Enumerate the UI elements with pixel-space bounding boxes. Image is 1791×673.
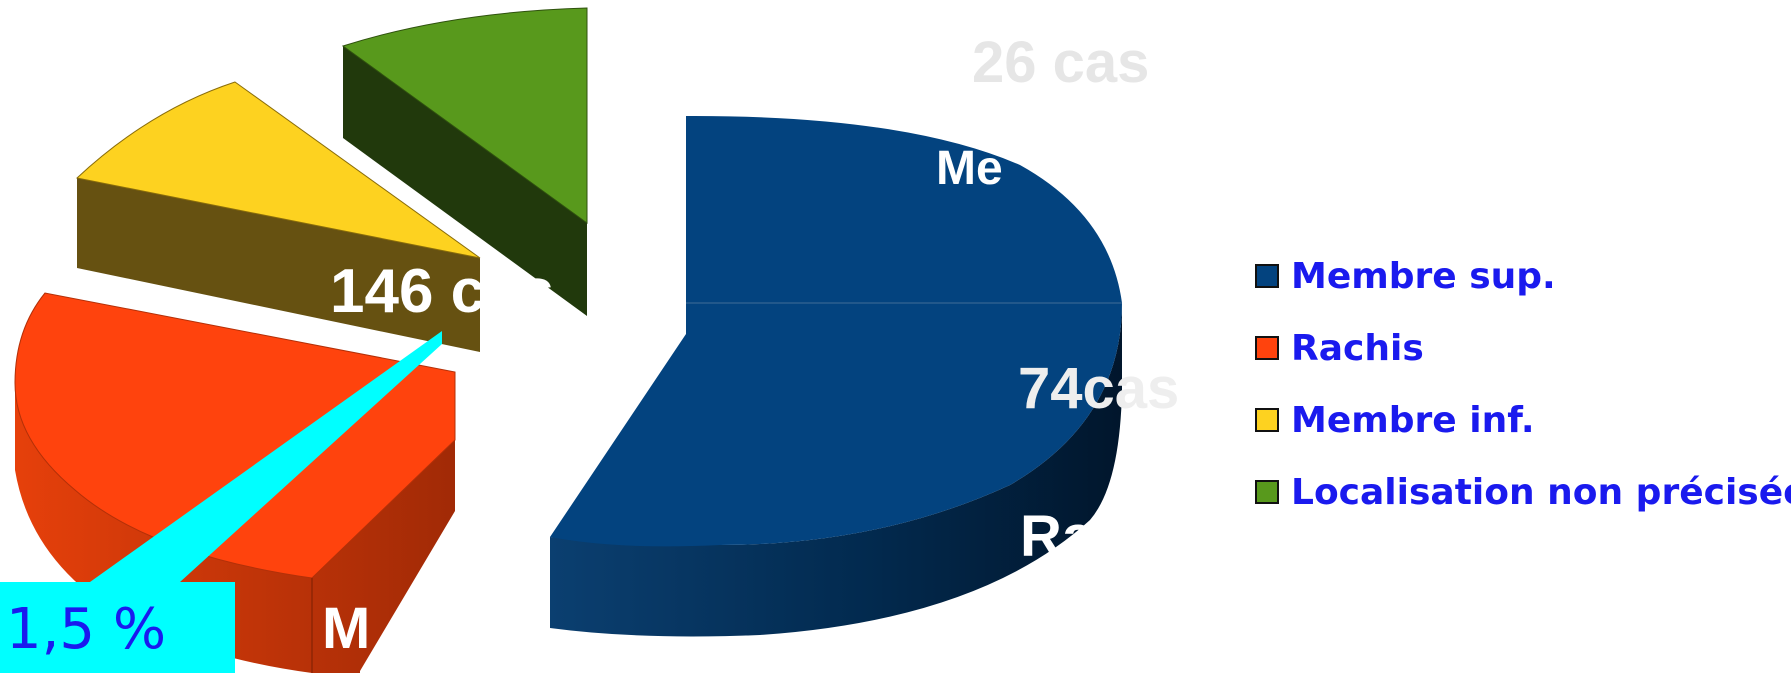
legend-swatch-rachis [1255,336,1279,360]
callout-text: 1,5 % [6,597,167,662]
data-label-membre-sup: 146 cas [330,257,554,326]
slice-membre-inf-top [75,81,481,259]
callout-box [0,582,235,673]
legend-swatch-membre-inf [1255,408,1279,432]
legend-label-membre-inf: Membre inf. [1291,400,1535,441]
legend-label-localisation: Localisation non précisée [1291,472,1791,513]
data-label-membre-inf: 26 cas [972,30,1149,95]
slice-localisation-side [343,46,587,316]
slice-rachis-top [14,292,456,579]
pie-slice-membre-inf [75,81,481,352]
partial-label-red: M [322,596,370,661]
slice-membre-sup-side [550,303,1122,637]
legend-label-rachis: Rachis [1291,328,1424,369]
slice-localisation-top [341,7,588,224]
slice-membre-inf-side [77,178,480,352]
partial-label-rachis: Ra [1020,504,1095,569]
legend-swatch-localisation [1255,480,1279,504]
pie-slice-membre-sup [550,115,1122,637]
partial-label-membre-sup: Me [936,142,1003,195]
legend-swatch-membre-sup [1255,264,1279,288]
callout-leader [90,331,442,582]
data-label-rachis: 74cas [1018,356,1179,421]
slice-membre-sup-top [550,115,1122,547]
pie-slice-localisation [341,7,588,316]
legend-label-membre-sup: Membre sup. [1291,256,1556,297]
